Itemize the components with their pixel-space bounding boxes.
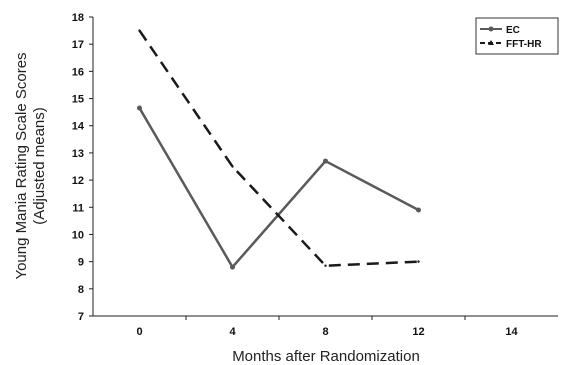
- x-tick-label: 12: [412, 326, 424, 338]
- x-tick-label: 8: [322, 326, 328, 338]
- data-point-fft-hr: [138, 29, 141, 32]
- y-tick-label: 11: [72, 202, 84, 214]
- data-point-fft-hr: [324, 264, 327, 267]
- x-tick-label: 4: [229, 326, 236, 338]
- legend: EC FFT-HR: [475, 17, 559, 55]
- y-tick-label: 18: [72, 12, 84, 24]
- legend-marker-fft-hr: [488, 40, 494, 45]
- series-line-ec: [138, 107, 420, 269]
- legend-marker-ec: [488, 26, 494, 32]
- series-layer: [137, 29, 421, 270]
- y-axis-title-line2: (Adjusted means): [31, 107, 48, 225]
- y-tick-label: 9: [78, 257, 84, 269]
- y-tick-label: 12: [72, 175, 84, 187]
- data-point-ec: [323, 158, 328, 164]
- data-point-ec: [416, 207, 421, 213]
- y-tick-label: 14: [72, 121, 85, 133]
- y-axis-title-line1: Young Mania Rating Scale Scores: [13, 52, 30, 279]
- x-tick-label: 14: [505, 326, 518, 338]
- legend-label-fft-hr: FFT-HR: [506, 39, 542, 50]
- y-tick-label: 17: [72, 39, 84, 51]
- y-tick-label: 15: [72, 94, 84, 106]
- y-tick-label: 8: [78, 284, 84, 296]
- y-tick-label: 10: [72, 229, 84, 241]
- y-tick-label: 13: [72, 148, 84, 160]
- x-axis-title: Months after Randomization: [232, 348, 420, 365]
- series-line-fft-hr: [138, 29, 419, 267]
- x-axis-ticks: 0 4 8 12 14: [136, 316, 518, 338]
- data-point-fft-hr: [417, 260, 420, 263]
- legend-items: EC FFT-HR: [480, 25, 542, 50]
- legend-box: [475, 17, 559, 55]
- data-point-ec: [137, 105, 142, 111]
- y-tick-label: 7: [78, 311, 84, 323]
- y-axis-ticks: 7 8 9 10 11 12 13 14 15 16 17 18: [72, 12, 93, 323]
- data-point-ec: [230, 264, 235, 270]
- data-point-fft-hr: [231, 165, 234, 168]
- plot-area: [92, 17, 558, 317]
- y-axis-title: Young Mania Rating Scale Scores (Adjuste…: [13, 52, 48, 279]
- y-tick-label: 16: [72, 66, 84, 78]
- x-tick-label: 0: [136, 326, 142, 338]
- legend-label-ec: EC: [506, 25, 520, 36]
